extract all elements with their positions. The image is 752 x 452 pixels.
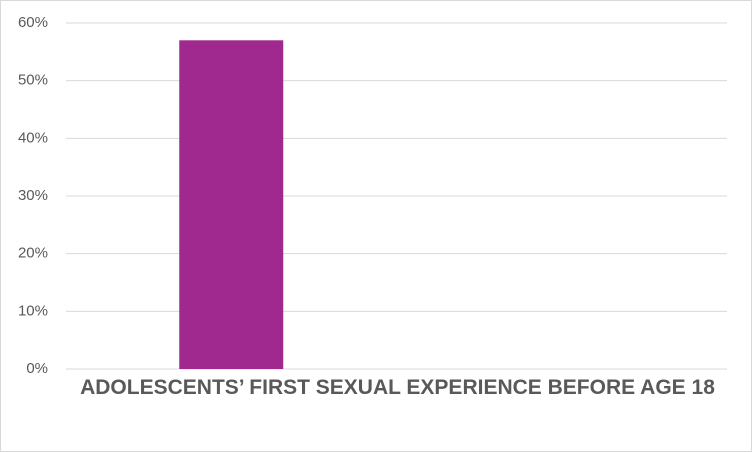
y-tick-label: 30% bbox=[18, 187, 48, 204]
y-tick-label: 10% bbox=[18, 302, 48, 319]
bar bbox=[179, 40, 284, 370]
x-category-label: ADOLESCENTS’ FIRST SEXUAL EXPERIENCE BEF… bbox=[80, 376, 715, 399]
y-tick-label: 20% bbox=[18, 245, 48, 262]
y-tick-label: 0% bbox=[26, 360, 48, 377]
y-tick-label: 40% bbox=[18, 129, 48, 146]
y-tick-label: 60% bbox=[18, 14, 48, 31]
y-tick-label: 50% bbox=[18, 72, 48, 89]
